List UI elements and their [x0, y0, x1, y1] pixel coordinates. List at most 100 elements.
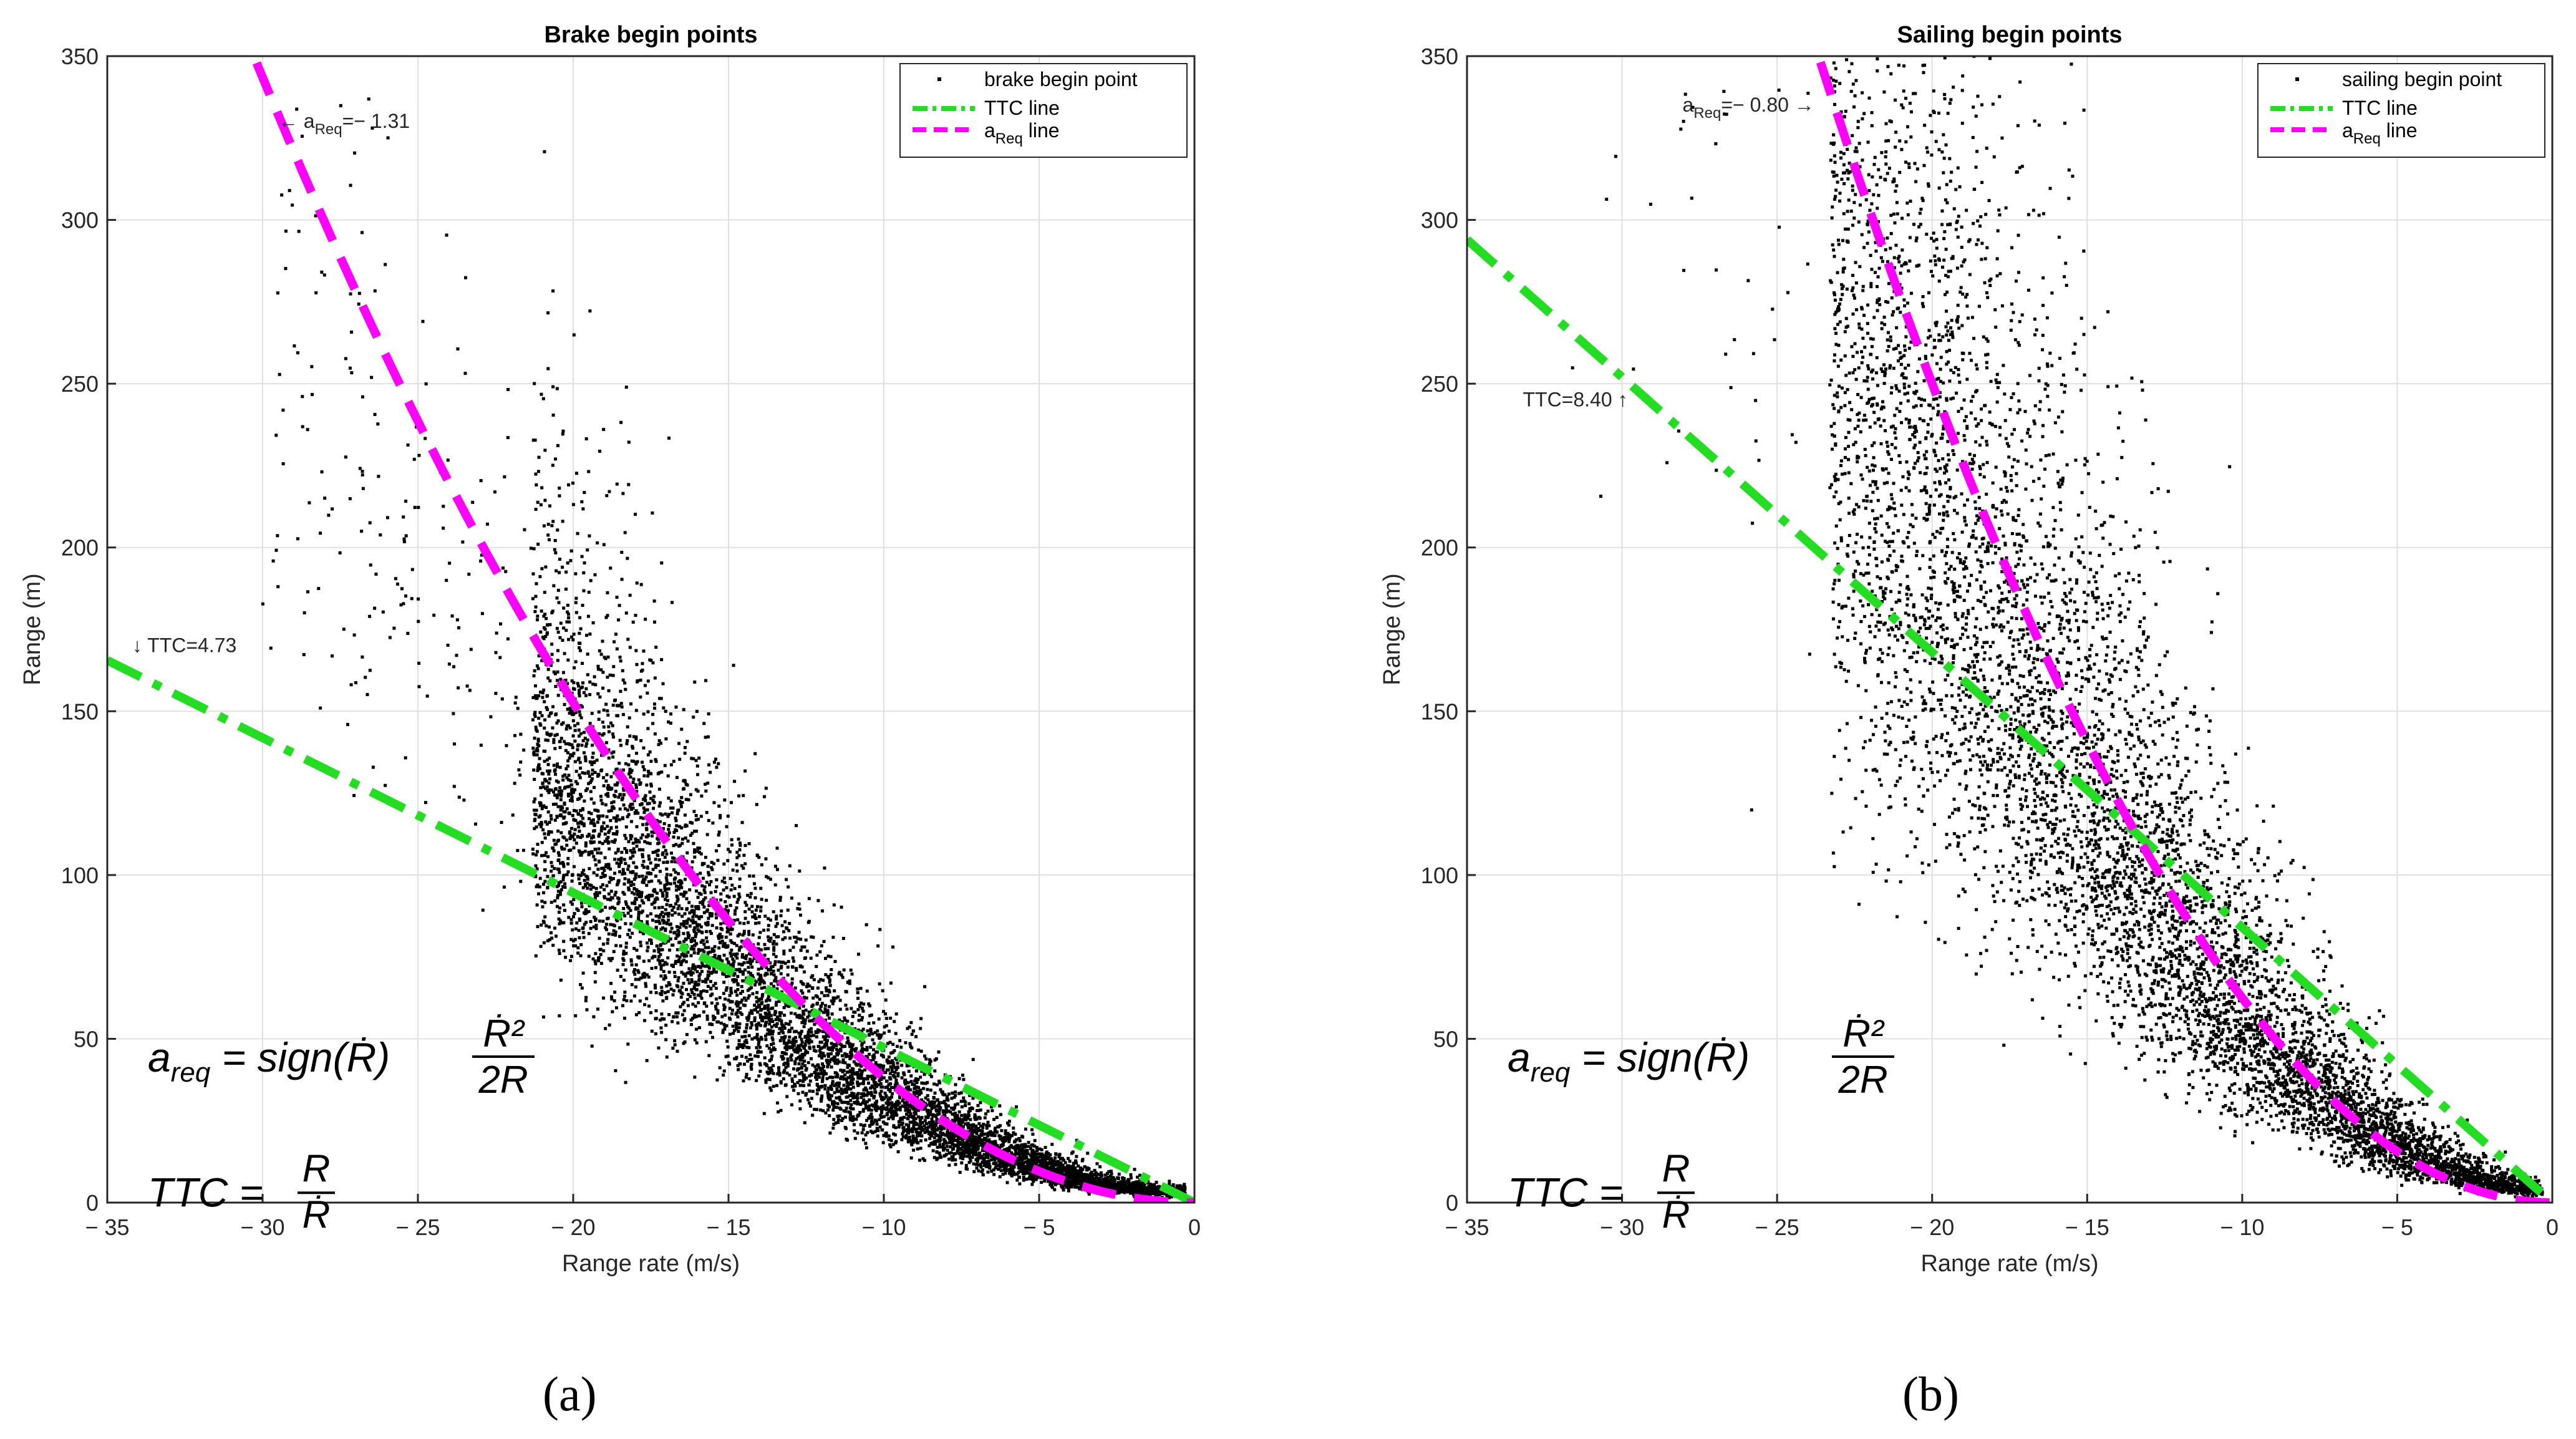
scatter-point [912, 1138, 916, 1142]
scatter-point [697, 756, 701, 760]
scatter-point [584, 788, 588, 792]
scatter-point [815, 1077, 818, 1081]
scatter-point [859, 1001, 863, 1005]
scatter-point [606, 614, 609, 618]
scatter-point [652, 801, 656, 805]
scatter-point [828, 1114, 831, 1118]
scatter-point [1072, 1183, 1076, 1187]
scatter-point [811, 1003, 815, 1007]
scatter-point [562, 939, 566, 943]
scatter-point [998, 1175, 1002, 1179]
scatter-point [733, 912, 737, 916]
scatter-point [916, 1115, 920, 1119]
scatter-point [627, 483, 631, 487]
scatter-point [802, 1025, 806, 1029]
scatter-point [729, 951, 732, 955]
scatter-point [737, 794, 741, 798]
scatter-point [556, 694, 560, 697]
scatter-point [564, 679, 568, 682]
scatter-point [674, 902, 677, 906]
scatter-point [923, 1119, 927, 1123]
scatter-point [670, 926, 674, 930]
scatter-point [1068, 1180, 1072, 1183]
scatter-point [953, 1106, 957, 1110]
scatter-point [707, 970, 710, 974]
scatter-point [641, 833, 644, 837]
scatter-point [926, 1088, 929, 1092]
scatter-point [816, 1063, 820, 1067]
scatter-point [922, 1124, 926, 1128]
scatter-point [690, 988, 694, 992]
scatter-point [1116, 1176, 1120, 1180]
scatter-point [921, 1157, 925, 1161]
scatter-point [664, 961, 667, 964]
scatter-point [805, 1076, 808, 1080]
scatter-point [801, 1009, 805, 1013]
scatter-point [660, 989, 664, 993]
scatter-point [831, 1100, 835, 1104]
scatter-point [590, 836, 594, 840]
scatter-point [918, 1125, 922, 1128]
scatter-point [555, 721, 559, 725]
scatter-point [827, 1087, 831, 1090]
scatter-point [879, 1082, 883, 1086]
scatter-point [736, 987, 740, 991]
scatter-point [729, 939, 733, 942]
scatter-point [778, 898, 782, 902]
scatter-point [768, 998, 772, 1002]
scatter-point [753, 886, 757, 890]
scatter-point [615, 647, 619, 651]
scatter-point [579, 901, 583, 905]
scatter-point [732, 973, 736, 977]
scatter-point [860, 1043, 864, 1047]
scatter-point [743, 1004, 747, 1007]
scatter-point [842, 968, 846, 972]
scatter-point [589, 779, 593, 783]
scatter-point [894, 1141, 898, 1145]
scatter-point [593, 823, 596, 826]
scatter-point [541, 905, 545, 909]
scatter-point [269, 646, 273, 650]
scatter-point [637, 840, 641, 844]
scatter-point [621, 492, 625, 495]
scatter-point [559, 978, 563, 982]
scatter-point [889, 1051, 893, 1055]
scatter-point [564, 588, 568, 591]
scatter-point [961, 1142, 964, 1146]
scatter-point [675, 895, 679, 899]
scatter-point [869, 1059, 873, 1062]
scatter-point [873, 1087, 877, 1090]
scatter-point [613, 871, 617, 875]
scatter-point [639, 678, 642, 682]
scatter-point [697, 977, 701, 981]
scatter-point [965, 1144, 969, 1148]
scatter-point [631, 807, 635, 810]
scatter-point [1178, 1184, 1182, 1188]
scatter-point [569, 954, 573, 958]
scatter-point [567, 637, 571, 641]
scatter-point [826, 1055, 830, 1059]
scatter-point [710, 1023, 714, 1027]
scatter-point [806, 1033, 810, 1037]
scatter-point [683, 813, 687, 817]
scatter-point [747, 1034, 751, 1037]
scatter-point [927, 1144, 931, 1148]
scatter-point [606, 676, 609, 679]
scatter-point [767, 1067, 771, 1070]
scatter-point [903, 1073, 906, 1077]
scatter-point [919, 1027, 922, 1030]
scatter-point [798, 1014, 801, 1017]
scatter-point [821, 1052, 825, 1055]
scatter-point [819, 977, 823, 981]
scatter-point [835, 1090, 839, 1093]
scatter-point [1007, 1137, 1011, 1141]
scatter-point [846, 1063, 850, 1067]
scatter-point [934, 1115, 938, 1118]
scatter-point [573, 666, 576, 670]
scatter-point [716, 1020, 720, 1024]
scatter-point [930, 1134, 934, 1138]
scatter-point [764, 1038, 768, 1042]
scatter-point [657, 739, 661, 743]
scatter-point [772, 952, 775, 956]
scatter-point [619, 689, 622, 693]
